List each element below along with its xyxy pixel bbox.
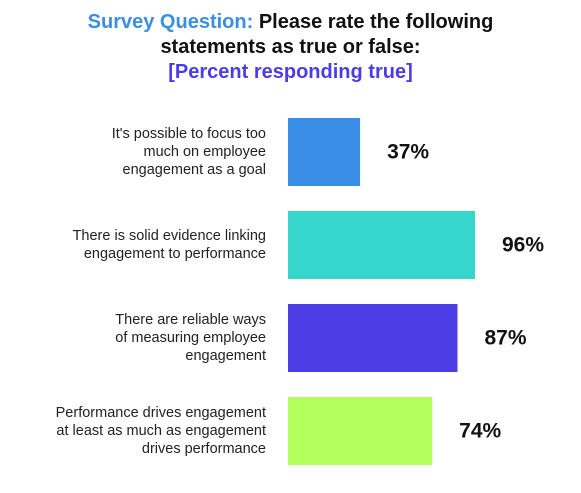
category-label-2-line-2: engagement to performance bbox=[84, 246, 266, 262]
chart-subtitle: [Percent responding true] bbox=[168, 61, 413, 83]
category-label-4-line-1: Performance drives engagement bbox=[56, 405, 266, 421]
category-label-3-line-3: engagement bbox=[185, 348, 266, 364]
title-prefix: Survey Question: bbox=[87, 11, 254, 33]
title-line-1-text: Please rate the following bbox=[253, 11, 494, 33]
value-label-4: 74% bbox=[459, 420, 501, 443]
category-label-1-line-1: It's possible to focus too bbox=[112, 126, 266, 142]
title-line-2: statements as true or false: bbox=[160, 36, 421, 58]
category-label-2-line-1: There is solid evidence linking bbox=[73, 228, 266, 244]
category-label-1-line-3: engagement as a goal bbox=[123, 162, 267, 178]
bar-4 bbox=[288, 397, 433, 465]
bar-1 bbox=[288, 118, 361, 186]
value-label-3: 87% bbox=[484, 327, 526, 350]
value-label-2: 96% bbox=[502, 234, 544, 257]
category-label-4-line-2: at least as much as engagement bbox=[56, 423, 266, 439]
chart-title: Survey Question: Please rate the followi… bbox=[0, 10, 581, 85]
title-line-1: Survey Question: Please rate the followi… bbox=[0, 10, 581, 35]
category-label-3-line-1: There are reliable ways bbox=[115, 312, 266, 328]
bar-3 bbox=[288, 304, 458, 372]
category-label-1-line-2: much on employee bbox=[143, 144, 266, 160]
value-label-1: 37% bbox=[387, 141, 429, 164]
category-label-4-line-3: drives performance bbox=[142, 441, 266, 457]
category-label-3-line-2: of measuring employee bbox=[115, 330, 266, 346]
bar-2 bbox=[288, 211, 475, 279]
